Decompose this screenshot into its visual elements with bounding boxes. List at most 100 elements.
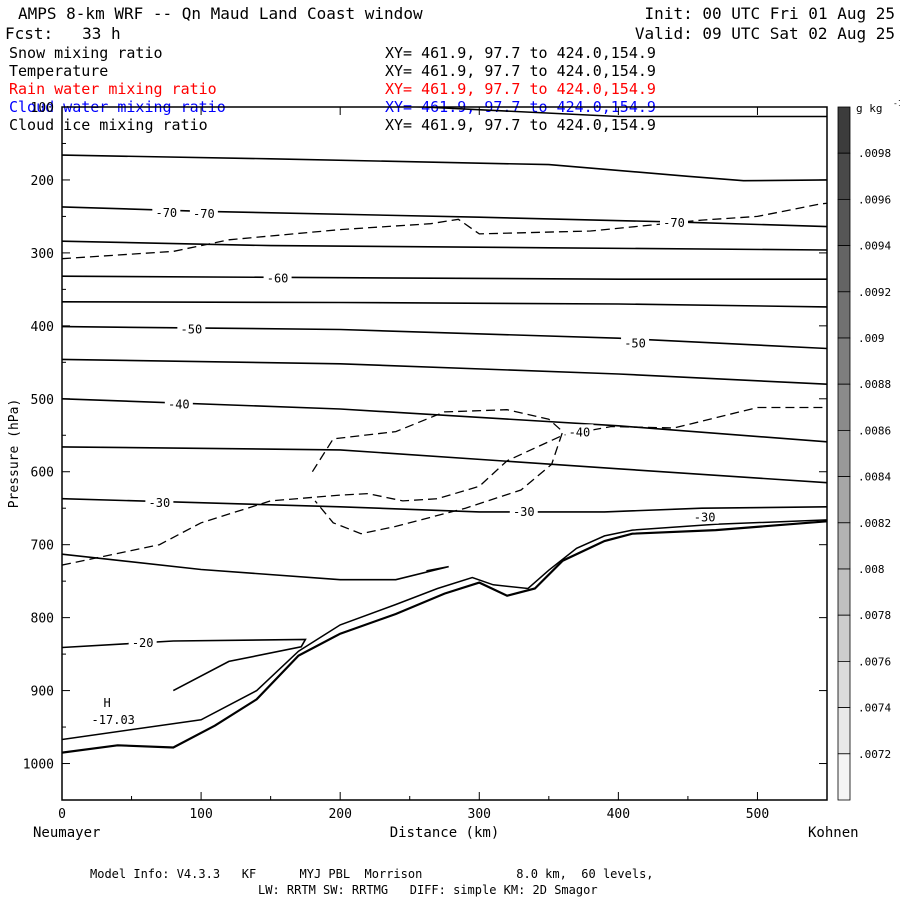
terrain-upper-line xyxy=(62,519,827,741)
isotherm-label: -70 xyxy=(155,206,177,220)
colorbar-swatch xyxy=(837,614,851,662)
y-tick-label: 500 xyxy=(31,393,54,408)
y-tick-label: 800 xyxy=(31,612,54,627)
high-marker-letter: H xyxy=(104,696,111,710)
temperature-isotherm xyxy=(62,325,827,350)
x-tick-label: 0 xyxy=(58,807,66,822)
isotherm-label: -30 xyxy=(149,496,171,510)
temperature-isotherm xyxy=(62,154,827,182)
temperature-isotherm xyxy=(62,638,307,692)
colorbar-swatch xyxy=(837,568,851,616)
isotherm-label: -50 xyxy=(624,336,646,350)
isotherm-label-bg xyxy=(690,509,719,524)
legend-section-coords: XY= 461.9, 97.7 to 424.0,154.9 xyxy=(385,116,656,134)
isotherm-label-bg xyxy=(189,206,218,221)
isotherm-label-bg xyxy=(621,335,650,350)
colorbar-swatch xyxy=(837,476,851,524)
temperature-isotherm xyxy=(62,301,827,308)
x-tick-label: 200 xyxy=(328,807,351,822)
temperature-isotherm xyxy=(62,497,827,513)
colorbar-level-label: .0072 xyxy=(858,748,891,761)
colorbar-level-label: .0076 xyxy=(858,655,891,668)
snow-mixing-contour xyxy=(311,409,564,535)
isotherm-label: -30 xyxy=(513,505,535,519)
isotherm-label: -70 xyxy=(193,207,215,221)
model-physics: LW: RRTM SW: RRTMG DIFF: simple KM: 2D S… xyxy=(258,883,598,897)
chart-title: AMPS 8-km WRF -- Qn Maud Land Coast wind… xyxy=(18,4,423,23)
x-tick-label: 400 xyxy=(607,807,630,822)
right-endpoint-label: Kohnen xyxy=(808,825,859,841)
y-axis-label: Pressure (hPa) xyxy=(7,399,22,509)
plot-layer: -70 -70 -70 -60 -50 -50 -40 -40 -30 -30 -30 -20 xyxy=(62,107,827,754)
colorbar-level-label: .0094 xyxy=(858,240,891,253)
colorbar-level-label: .0086 xyxy=(858,424,891,437)
isotherm-label: -70 xyxy=(663,216,685,230)
colorbar-level-label: .0096 xyxy=(858,193,891,206)
colorbar-swatch xyxy=(837,291,851,339)
colorbar-level-label: .009 xyxy=(858,332,885,345)
colorbar-swatch xyxy=(837,753,851,801)
colorbar-level-label: .0098 xyxy=(858,147,891,160)
x-tick-label: 300 xyxy=(468,807,491,822)
left-endpoint-label: Neumayer xyxy=(33,825,100,841)
isotherm-label-bg xyxy=(565,424,594,439)
colorbar-level-label: .0084 xyxy=(858,471,891,484)
isotherm-label: -50 xyxy=(181,322,203,336)
y-tick-label: 400 xyxy=(31,320,54,335)
colorbar-swatch xyxy=(837,522,851,570)
x-axis-label: Distance (km) xyxy=(390,825,500,841)
legend-section-coords: XY= 461.9, 97.7 to 424.0,154.9 xyxy=(385,80,656,98)
isotherm-label-bg xyxy=(177,321,206,336)
high-marker-value: -17.03 xyxy=(92,713,135,727)
legend-field-name: Temperature xyxy=(9,62,109,80)
temperature-isotherm xyxy=(398,107,827,118)
colorbar-level-label: .0078 xyxy=(858,609,891,622)
colorbar-level-label: .0082 xyxy=(858,517,891,530)
y-tick-label: 300 xyxy=(31,247,54,262)
colorbar-swatch xyxy=(837,707,851,755)
y-tick-label: 200 xyxy=(31,174,54,189)
colorbar-swatch xyxy=(837,429,851,477)
isotherm-label: -20 xyxy=(132,636,154,650)
temperature-isotherm xyxy=(62,446,827,484)
legend-field-name: Cloud ice mixing ratio xyxy=(9,116,208,134)
colorbar-level-label: .0074 xyxy=(858,702,891,715)
temperature-isotherm xyxy=(62,553,449,581)
colorbar-swatch xyxy=(837,661,851,709)
colorbar-swatch xyxy=(837,106,851,154)
temperature-isotherm xyxy=(62,398,827,443)
y-tick-label: 700 xyxy=(31,539,54,554)
y-tick-label: 1000 xyxy=(23,758,54,773)
colorbar-swatch xyxy=(837,198,851,246)
colorbar-level-label: .0092 xyxy=(858,286,891,299)
temperature-isotherm xyxy=(62,358,827,385)
isotherm-label: -60 xyxy=(267,271,289,285)
y-tick-label: 100 xyxy=(31,101,54,116)
isotherm-label-bg xyxy=(128,635,157,650)
model-info: Model Info: V4.3.3 KF MYJ PBL Morrison 8… xyxy=(90,867,654,881)
x-tick-label: 100 xyxy=(189,807,212,822)
temperature-isotherm xyxy=(62,240,827,251)
temperature-isotherm xyxy=(62,275,827,280)
legend-field-name: Snow mixing ratio xyxy=(9,44,163,62)
isotherm-label-bg xyxy=(164,396,193,411)
x-tick-label: 500 xyxy=(746,807,769,822)
colorbar-swatch xyxy=(837,152,851,200)
forecast-hour: Fcst: 33 h xyxy=(5,24,121,43)
isotherm-label-bg xyxy=(263,270,292,285)
isotherm-label-bg xyxy=(152,204,181,219)
colorbar-unit: g kg xyxy=(856,102,883,115)
isotherm-label: -30 xyxy=(694,511,716,525)
terrain-lower-line xyxy=(62,520,827,754)
isotherm-label-bg xyxy=(660,214,688,229)
colorbar-level-label: .008 xyxy=(858,563,885,576)
isotherm-label: -40 xyxy=(569,425,591,439)
snow-mixing-contour xyxy=(62,406,827,566)
y-tick-label: 900 xyxy=(31,685,54,700)
init-time: Init: 00 UTC Fri 01 Aug 25 xyxy=(644,4,895,23)
colorbar-swatch xyxy=(837,245,851,293)
isotherm-label: -40 xyxy=(168,398,190,412)
colorbar-level-label: .0088 xyxy=(858,378,891,391)
legend-field-name: Rain water mixing ratio xyxy=(9,80,217,98)
